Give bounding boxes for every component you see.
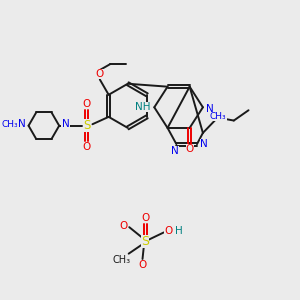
Text: NH: NH [135,102,151,112]
Text: N: N [200,139,208,149]
Text: O: O [185,144,194,154]
Text: O: O [96,69,104,79]
Text: O: O [82,100,91,110]
Text: N: N [18,119,26,129]
Text: CH₃: CH₃ [2,120,19,129]
Text: N: N [206,104,214,114]
Text: N: N [61,119,69,129]
Text: O: O [82,142,91,152]
Text: N: N [171,146,179,156]
Text: H: H [175,226,182,236]
Text: N: N [62,119,70,129]
Text: S: S [83,119,90,132]
Text: O: O [119,221,128,231]
Text: CH₃: CH₃ [210,112,226,121]
Text: O: O [138,260,147,270]
Text: S: S [142,235,149,248]
Text: CH₃: CH₃ [112,255,130,265]
Text: O: O [141,213,150,223]
Text: O: O [164,226,172,236]
